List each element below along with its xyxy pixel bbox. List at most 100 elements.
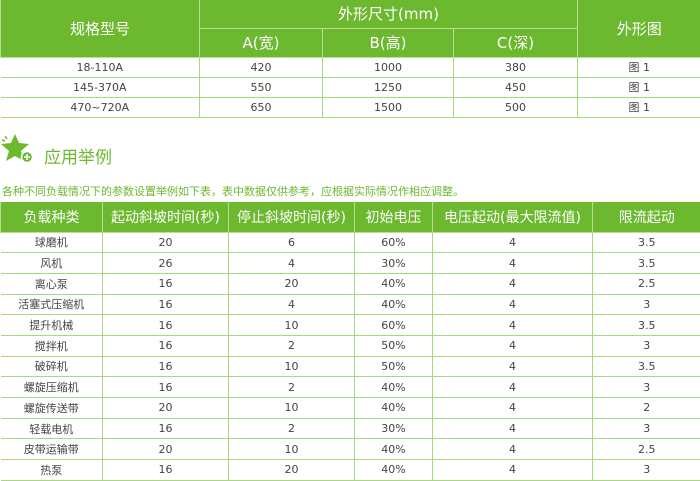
size-table-cell: 380 — [454, 57, 578, 77]
application-table-cell: 16 — [103, 294, 229, 315]
application-table-cell: 60% — [355, 232, 433, 253]
size-table-cell: 1500 — [323, 97, 454, 117]
application-table-cell: 皮带运输带 — [1, 439, 103, 460]
application-table-cell: 4 — [433, 377, 593, 398]
application-table-cell: 10 — [229, 315, 355, 336]
application-table-cell: 30% — [355, 418, 433, 439]
application-table-header: 负载种类 — [1, 202, 103, 232]
application-table-cell: 16 — [103, 356, 229, 377]
section-note: 各种不同负载情况下的参数设置举例如下表，表中数据仅供参考，应根据实际情况作相应调… — [2, 183, 464, 199]
application-table-cell: 4 — [229, 294, 355, 315]
size-table-cell: 650 — [200, 97, 323, 117]
application-table-cell: 4 — [433, 273, 593, 294]
application-table-cell: 40% — [355, 294, 433, 315]
application-table-cell: 2 — [593, 398, 700, 419]
application-table-cell: 16 — [103, 273, 229, 294]
size-table: 规格型号 外形尺寸(mm) 外形图 A(宽) B(高) C(深) 18-110A… — [0, 0, 700, 118]
application-table-header: 限流起动 — [593, 202, 700, 232]
application-table-cell: 16 — [103, 377, 229, 398]
application-table-cell: 3 — [593, 294, 700, 315]
size-table-cell: 420 — [200, 57, 323, 77]
application-table-cell: 30% — [355, 253, 433, 274]
application-table-cell: 4 — [433, 460, 593, 481]
application-table-cell: 球磨机 — [1, 232, 103, 253]
application-table-cell: 风机 — [1, 253, 103, 274]
application-table-cell: 4 — [229, 253, 355, 274]
application-table-cell: 10 — [229, 439, 355, 460]
size-table-cell: 图 1 — [578, 77, 700, 97]
size-table-cell: 1000 — [323, 57, 454, 77]
application-table-cell: 50% — [355, 335, 433, 356]
application-table-cell: 10 — [229, 356, 355, 377]
application-table: 负载种类起动斜坡时间(秒)停止斜坡时间(秒)初始电压电压起动(最大限流值)限流起… — [0, 202, 700, 481]
header-b: B(高) — [323, 28, 454, 57]
application-table-cell: 4 — [433, 398, 593, 419]
size-table-cell: 500 — [454, 97, 578, 117]
application-table-cell: 提升机械 — [1, 315, 103, 336]
size-table-cell: 1250 — [323, 77, 454, 97]
application-table-cell: 40% — [355, 439, 433, 460]
application-table-cell: 活塞式压缩机 — [1, 294, 103, 315]
application-table-cell: 2 — [229, 377, 355, 398]
application-table-cell: 50% — [355, 356, 433, 377]
application-table-cell: 4 — [433, 418, 593, 439]
header-model: 规格型号 — [1, 0, 200, 57]
application-table-cell: 6 — [229, 232, 355, 253]
application-table-cell: 4 — [433, 439, 593, 460]
size-table-cell: 450 — [454, 77, 578, 97]
application-table-cell: 搅拌机 — [1, 335, 103, 356]
application-table-cell: 40% — [355, 398, 433, 419]
application-table-cell: 螺旋压缩机 — [1, 377, 103, 398]
application-table-cell: 40% — [355, 377, 433, 398]
application-table-cell: 40% — [355, 273, 433, 294]
application-table-cell: 3.5 — [593, 232, 700, 253]
application-table-header: 初始电压 — [355, 202, 433, 232]
application-table-cell: 2 — [229, 335, 355, 356]
size-table-cell: 图 1 — [578, 57, 700, 77]
application-table-cell: 16 — [103, 460, 229, 481]
application-table-cell: 破碎机 — [1, 356, 103, 377]
application-table-cell: 2.5 — [593, 439, 700, 460]
application-table-cell: 3 — [593, 335, 700, 356]
application-table-cell: 4 — [433, 253, 593, 274]
application-table-cell: 16 — [103, 315, 229, 336]
application-table-cell: 4 — [433, 356, 593, 377]
application-table-cell: 3.5 — [593, 315, 700, 336]
application-table-cell: 20 — [229, 460, 355, 481]
size-table-cell: 145-370A — [1, 77, 200, 97]
application-table-cell: 3 — [593, 460, 700, 481]
application-table-header: 停止斜坡时间(秒) — [229, 202, 355, 232]
application-table-cell: 4 — [433, 335, 593, 356]
header-figure: 外形图 — [578, 0, 700, 57]
application-table-header: 电压起动(最大限流值) — [433, 202, 593, 232]
application-table-cell: 20 — [103, 232, 229, 253]
section-title: 应用举例 — [0, 134, 112, 170]
application-table-header: 起动斜坡时间(秒) — [103, 202, 229, 232]
section-title-text: 应用举例 — [44, 143, 112, 168]
application-table-cell: 60% — [355, 315, 433, 336]
application-table-cell: 16 — [103, 335, 229, 356]
application-table-cell: 26 — [103, 253, 229, 274]
application-table-cell: 3 — [593, 418, 700, 439]
application-table-cell: 3.5 — [593, 253, 700, 274]
application-table-cell: 20 — [103, 439, 229, 460]
application-table-cell: 3 — [593, 377, 700, 398]
application-table-cell: 4 — [433, 294, 593, 315]
size-table-cell: 470~720A — [1, 97, 200, 117]
application-table-cell: 离心泵 — [1, 273, 103, 294]
star-plus-icon — [0, 130, 36, 170]
application-table-cell: 2 — [229, 418, 355, 439]
application-table-cell: 4 — [433, 232, 593, 253]
